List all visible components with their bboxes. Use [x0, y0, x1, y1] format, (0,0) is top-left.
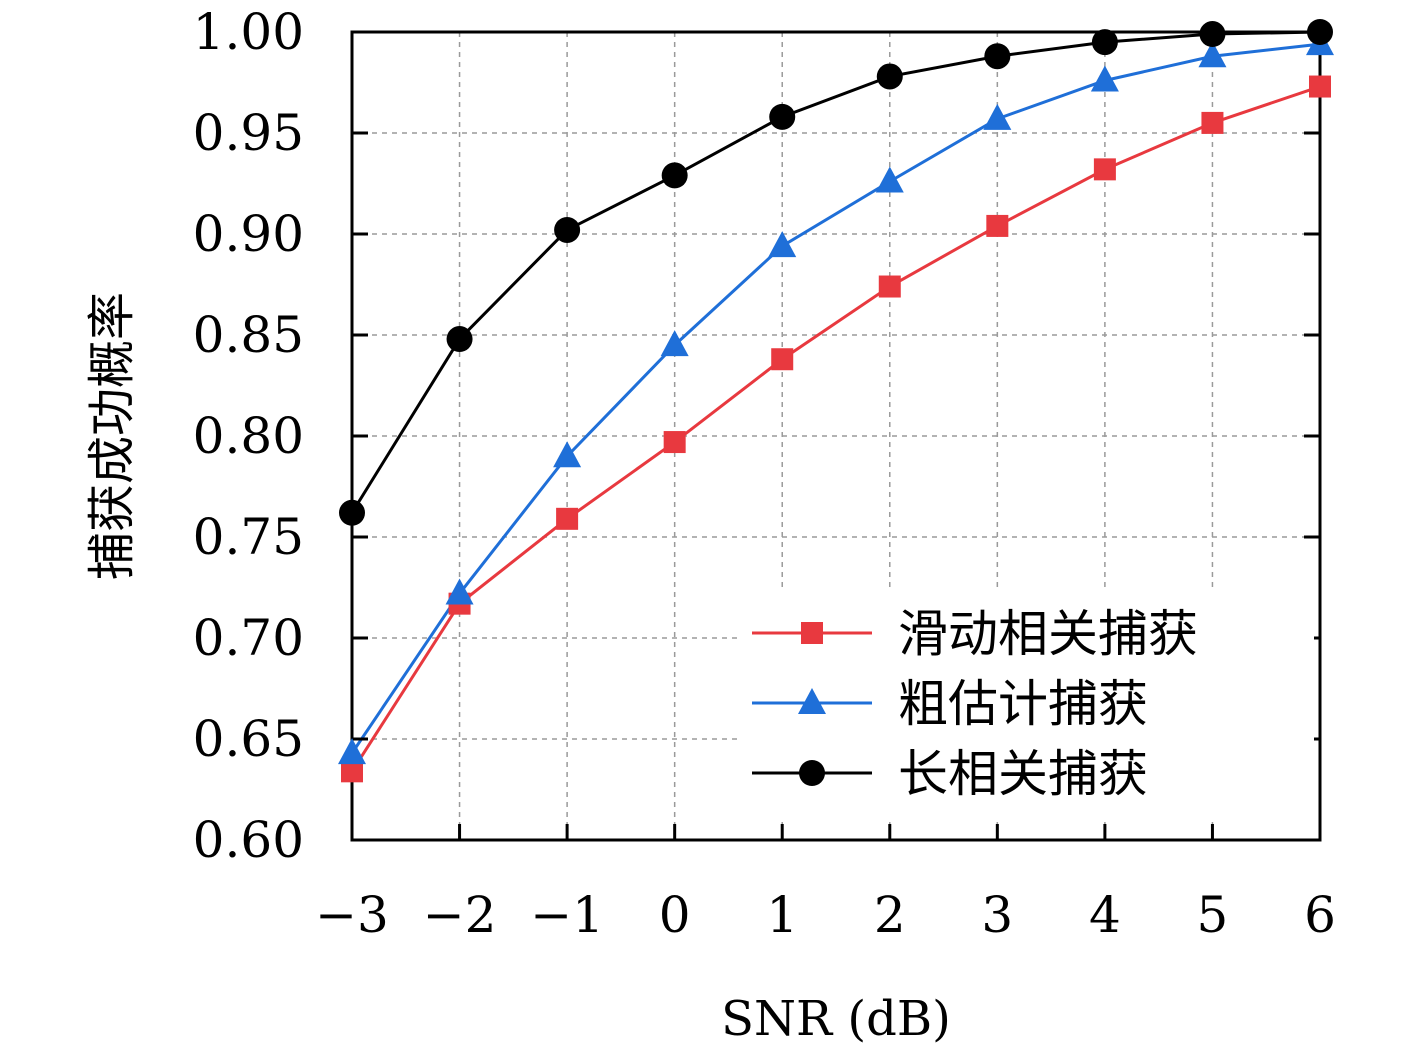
- data-point-circle: [769, 103, 796, 130]
- legend-item: 长相关捕获: [752, 745, 1148, 803]
- legend-marker-triangle: [798, 688, 826, 714]
- data-point-circle: [446, 326, 473, 353]
- legend-marker-circle: [799, 760, 825, 786]
- y-tick-label: 0.95: [193, 104, 304, 162]
- y-tick-label: 0.60: [193, 811, 304, 869]
- data-point-square: [1309, 75, 1331, 98]
- x-tick-label: −3: [315, 886, 389, 944]
- data-point-circle: [1091, 29, 1118, 56]
- y-tick-label: 0.65: [193, 710, 304, 768]
- data-point-triangle: [768, 231, 797, 258]
- data-point-triangle: [445, 578, 474, 605]
- data-point-square: [878, 275, 901, 298]
- data-point-square: [1201, 111, 1224, 134]
- x-axis-label: SNR (dB): [721, 991, 951, 1047]
- data-point-square: [986, 214, 1009, 237]
- data-point-triangle: [660, 330, 689, 357]
- y-tick-label: 0.80: [193, 407, 304, 465]
- x-tick-label: −1: [530, 886, 604, 944]
- x-tick-label: 0: [659, 886, 691, 944]
- data-point-triangle: [875, 166, 904, 193]
- data-point-triangle: [1198, 41, 1227, 68]
- x-tick-label: 6: [1304, 886, 1336, 944]
- x-axis-tick-labels: −3 −2 −1 0 1 2 3 4 5 6: [315, 886, 1336, 944]
- y-tick-label: 1.00: [193, 3, 304, 61]
- series-lines: [350, 30, 1321, 773]
- data-point-circle: [984, 43, 1011, 70]
- x-tick-label: 3: [981, 886, 1013, 944]
- y-axis-label: 捕获成功概率: [84, 292, 140, 580]
- data-point-circle: [554, 216, 581, 243]
- y-tick-label: 0.75: [193, 508, 304, 566]
- data-point-square: [341, 760, 363, 783]
- series-line: [350, 85, 1321, 773]
- data-point-circle: [876, 63, 903, 90]
- data-point-triangle: [338, 738, 366, 765]
- y-tick-label: 0.70: [193, 609, 304, 667]
- data-point-triangle: [1090, 65, 1119, 92]
- legend-background: [742, 590, 1314, 820]
- data-point-circle: [339, 499, 365, 526]
- x-tick-label: −2: [423, 886, 497, 944]
- x-tick-label: 4: [1089, 886, 1121, 944]
- y-tick-label: 0.90: [193, 205, 304, 263]
- legend-label: 粗估计捕获: [898, 675, 1148, 733]
- data-point-circle: [1199, 21, 1226, 48]
- y-tick-label: 0.85: [193, 306, 304, 364]
- data-point-circle: [1307, 19, 1333, 45]
- data-point-square: [663, 431, 686, 454]
- legend-label: 长相关捕获: [898, 745, 1148, 803]
- series-line: [350, 42, 1321, 754]
- x-tick-label: 1: [766, 886, 798, 944]
- series-markers: [338, 19, 1334, 783]
- data-point-square: [1093, 158, 1116, 181]
- data-point-triangle: [983, 103, 1012, 130]
- data-point-triangle: [553, 441, 582, 468]
- legend-marker-square: [801, 622, 823, 644]
- legend-item: 粗估计捕获: [752, 675, 1148, 733]
- data-point-square: [556, 507, 579, 530]
- x-tick-label: 2: [874, 886, 906, 944]
- data-point-square: [771, 348, 794, 371]
- x-tick-label: 5: [1197, 886, 1229, 944]
- y-axis-tick-labels: 0.60 0.65 0.70 0.75 0.80 0.85 0.90 0.95 1.00: [193, 3, 304, 869]
- legend-item: 滑动相关捕获: [752, 605, 1198, 663]
- data-point-circle: [661, 162, 688, 189]
- legend-label: 滑动相关捕获: [898, 605, 1198, 663]
- series-line: [350, 30, 1321, 514]
